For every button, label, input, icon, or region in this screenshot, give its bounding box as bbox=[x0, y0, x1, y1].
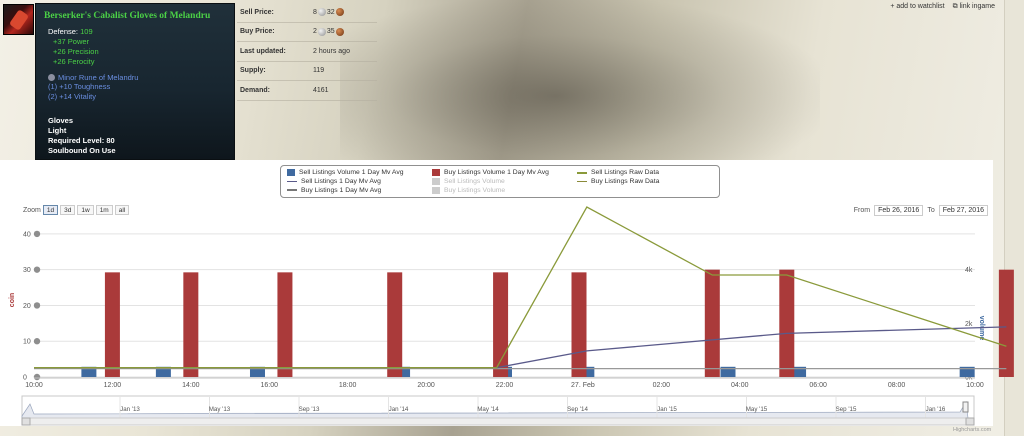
buy-price-row: Buy Price: 2 35 bbox=[237, 23, 377, 42]
item-binding: Soulbound On Use bbox=[48, 146, 116, 155]
page-scrollbar[interactable] bbox=[1004, 0, 1024, 436]
silver-coin-icon bbox=[317, 27, 326, 36]
chart-credit: Highcharts.com bbox=[953, 427, 992, 433]
legend-label: Buy Listings Volume 1 Day Mv Avg bbox=[444, 169, 549, 177]
demand-row: Demand: 4161 bbox=[237, 81, 377, 101]
zoom-button-1d[interactable]: 1d bbox=[42, 205, 59, 215]
rune-header: Minor Rune of Melandru bbox=[44, 73, 226, 82]
legend-item[interactable]: Sell Listings Raw Data bbox=[577, 169, 712, 177]
bonus-power: +37 Power bbox=[53, 37, 90, 46]
bonus-ferocity: +26 Ferocity bbox=[53, 57, 95, 66]
item-tooltip: Berserker's Cabalist Gloves of Melandru … bbox=[35, 3, 235, 160]
legend-label: Sell Listings Volume 1 Day Mv Avg bbox=[299, 169, 404, 177]
zoom-button-1m[interactable]: 1m bbox=[95, 205, 113, 215]
sell-price-label: Sell Price: bbox=[240, 8, 274, 16]
chart-panel: Sell Listings Volume 1 Day Mv Avg Buy Lis… bbox=[0, 160, 993, 426]
legend-swatch bbox=[432, 177, 440, 185]
zoom-label: Zoom bbox=[23, 206, 41, 214]
legend-swatch bbox=[287, 169, 295, 177]
buy-price-label: Buy Price: bbox=[240, 28, 275, 36]
legend-label: Buy Listings 1 Day Mv Avg bbox=[301, 186, 382, 194]
supply-label: Supply: bbox=[240, 67, 266, 75]
defense-value: 109 bbox=[80, 27, 93, 36]
top-links: + add to watchlist ⧉ link ingame bbox=[890, 3, 995, 11]
zoom-button-3d[interactable]: 3d bbox=[60, 205, 76, 215]
from-label: From bbox=[853, 207, 871, 214]
copper-coin-icon bbox=[335, 27, 344, 36]
price-table: Sell Price: 8 32 Buy Price: 2 35 Last up… bbox=[237, 3, 377, 101]
demand-label: Demand: bbox=[240, 86, 270, 94]
last-updated-row: Last updated: 2 hours ago bbox=[237, 42, 377, 62]
buy-price-value: 2 35 bbox=[313, 27, 344, 36]
defense-line: Defense: 109 bbox=[44, 27, 226, 37]
buy-copper: 35 bbox=[326, 28, 335, 36]
sell-silver: 8 bbox=[313, 8, 317, 16]
last-updated-label: Last updated: bbox=[240, 47, 286, 55]
legend-item[interactable]: Buy Listings 1 Day Mv Avg bbox=[287, 186, 432, 194]
legend-swatch bbox=[432, 186, 440, 194]
legend-item[interactable]: Buy Listings Raw Data bbox=[577, 178, 712, 186]
gloves-item-icon bbox=[3, 4, 34, 35]
zoom-button-all[interactable]: all bbox=[114, 205, 130, 215]
legend-label: Buy Listings Raw Data bbox=[591, 177, 660, 185]
item-required-level: Required Level: 80 bbox=[48, 136, 115, 145]
rune-bonus-1: (1) +10 Toughness bbox=[48, 82, 111, 91]
zoom-button-1w[interactable]: 1w bbox=[77, 205, 94, 215]
supply-value: 119 bbox=[313, 67, 325, 75]
legend-swatch bbox=[577, 180, 587, 183]
sell-price-row: Sell Price: 8 32 bbox=[237, 3, 377, 23]
legend-swatch bbox=[432, 169, 440, 177]
sell-price-value: 8 32 bbox=[313, 8, 344, 17]
legend-label: Buy Listings Volume bbox=[444, 186, 506, 194]
rune-icon bbox=[48, 74, 55, 81]
item-name: Berserker's Cabalist Gloves of Melandru bbox=[44, 11, 211, 21]
link-ingame-link[interactable]: ⧉ link ingame bbox=[953, 3, 995, 11]
item-type: Gloves bbox=[48, 116, 74, 125]
add-to-watchlist-link[interactable]: + add to watchlist bbox=[890, 3, 944, 11]
legend-item[interactable]: Buy Listings Volume 1 Day Mv Avg bbox=[432, 169, 577, 177]
to-date-input[interactable]: Feb 27, 2016 bbox=[938, 205, 988, 216]
sell-copper: 32 bbox=[326, 8, 335, 16]
background-artwork bbox=[340, 0, 820, 160]
legend-label: Sell Listings Volume bbox=[444, 177, 505, 185]
legend-item[interactable]: Sell Listings Volume 1 Day Mv Avg bbox=[287, 169, 432, 177]
date-range: From Feb 26, 2016 To Feb 27, 2016 bbox=[854, 205, 988, 216]
legend-swatch bbox=[287, 189, 297, 191]
bonus-precision: +26 Precision bbox=[53, 47, 99, 56]
legend-item[interactable]: Buy Listings Volume bbox=[432, 186, 577, 194]
legend-swatch bbox=[577, 172, 587, 174]
to-label: To bbox=[927, 207, 935, 214]
supply-row: Supply: 119 bbox=[237, 62, 377, 81]
legend-item[interactable]: Sell Listings 1 Day Mv Avg bbox=[287, 178, 432, 186]
scrollbar-thumb[interactable] bbox=[1012, 0, 1018, 436]
zoom-controls: Zoom 1d 3d 1w 1m all bbox=[23, 205, 130, 215]
ingame-label: link ingame bbox=[959, 3, 995, 10]
item-weight: Light bbox=[48, 126, 67, 135]
defense-label: Defense: bbox=[48, 27, 79, 36]
rune-name: Minor Rune of Melandru bbox=[58, 73, 139, 82]
legend-label: Sell Listings 1 Day Mv Avg bbox=[301, 177, 381, 185]
demand-value: 4161 bbox=[313, 86, 329, 94]
watchlist-label: add to watchlist bbox=[896, 3, 945, 10]
from-date-input[interactable]: Feb 26, 2016 bbox=[874, 205, 924, 216]
external-link-icon: ⧉ bbox=[952, 3, 958, 10]
copper-coin-icon bbox=[335, 8, 344, 17]
buy-silver: 2 bbox=[313, 28, 317, 36]
rune-bonus-2: (2) +14 Vitality bbox=[48, 92, 97, 101]
item-meta: Gloves Light Required Level: 80 Soulboun… bbox=[44, 116, 226, 156]
legend-item[interactable]: Sell Listings Volume bbox=[432, 177, 577, 186]
last-updated-value: 2 hours ago bbox=[313, 47, 350, 55]
chart-legend: Sell Listings Volume 1 Day Mv Avg Buy Lis… bbox=[280, 165, 720, 198]
legend-swatch bbox=[287, 180, 297, 183]
legend-label: Sell Listings Raw Data bbox=[591, 169, 659, 177]
silver-coin-icon bbox=[317, 8, 326, 17]
plus-icon: + bbox=[890, 3, 895, 10]
